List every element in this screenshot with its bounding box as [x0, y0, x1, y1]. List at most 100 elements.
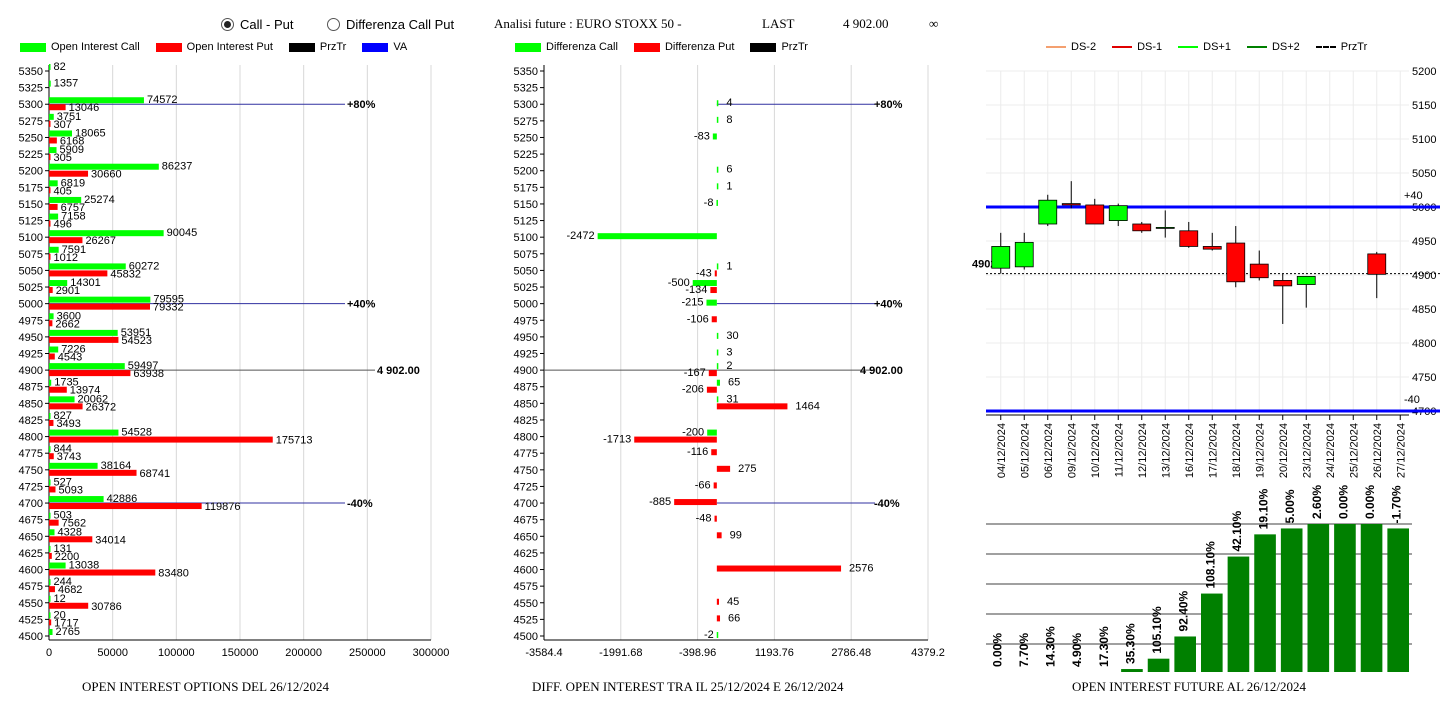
- bar-diff-put-label: 2576: [849, 563, 873, 575]
- bar-diff-call: [706, 299, 717, 306]
- bar-label-call: 20: [54, 609, 66, 621]
- x-tick-label: 26/12/2024: [1372, 423, 1384, 478]
- level-label: -40%: [874, 498, 900, 510]
- x-tick-label: -3584.4: [525, 647, 562, 659]
- y-tick-label: 4850: [19, 398, 43, 410]
- y-tick-label: 5275: [19, 116, 43, 128]
- level-label: 4 902.00: [377, 365, 420, 377]
- bar-label-call: 2765: [56, 626, 80, 638]
- bar-diff-put: [711, 449, 717, 456]
- oi-future-label: 35.30%: [1123, 623, 1137, 664]
- bar-label-put: 4543: [58, 352, 82, 364]
- bar-diff-call-label: 4: [726, 97, 732, 109]
- oi-future-label: 105.10%: [1150, 606, 1164, 654]
- y-tick-label: 4750: [19, 465, 43, 477]
- radio-call-put[interactable]: Call - Put: [221, 17, 293, 32]
- bar-label-put: 496: [54, 219, 72, 231]
- oi-future-bar: [1280, 528, 1303, 672]
- bar-put: [49, 120, 51, 127]
- x-tick-label: 05/12/2024: [1019, 423, 1031, 478]
- bar-diff-call-label: 1: [726, 260, 732, 272]
- oi-future-bar: [1201, 593, 1223, 672]
- y-tick-label: 5200: [19, 166, 43, 178]
- x-tick-label: 0: [46, 647, 52, 659]
- y-tick-label: 5100: [19, 232, 43, 244]
- last-value: 4 902.00: [843, 16, 889, 31]
- y-tick-label: 4925: [19, 349, 43, 361]
- bar-label-call: 844: [54, 443, 72, 455]
- bar-put: [49, 503, 202, 510]
- oi-future-label: -1.70%: [1390, 485, 1404, 523]
- bar-put: [49, 519, 59, 526]
- bar-diff-call-label: -8: [704, 197, 714, 209]
- bar-put: [49, 536, 93, 543]
- y-tick-label: 5000: [19, 299, 43, 311]
- bar-label-put: 405: [54, 185, 72, 197]
- legend-label: DS+1: [1203, 41, 1231, 53]
- level-label: +80%: [874, 99, 903, 111]
- y-tick-label: 5075: [19, 249, 43, 261]
- y-tick-label: 4525: [514, 614, 538, 626]
- bar-label-put: 175713: [276, 435, 313, 447]
- candle-down: [1061, 203, 1081, 206]
- bar-label-call: 53951: [121, 327, 152, 339]
- bar-label-call: 5909: [60, 144, 84, 156]
- y-tick-label: 5175: [514, 182, 538, 194]
- bar-label-call: 18065: [75, 127, 106, 139]
- y-tick-label: 4700: [19, 498, 43, 510]
- y-tick-label: 4800: [1412, 338, 1436, 350]
- y-tick-label: 5000: [514, 299, 538, 311]
- x-tick-label: -398.96: [679, 647, 716, 659]
- bar-call: [49, 529, 55, 536]
- bar-diff-put: [706, 386, 717, 393]
- bar-diff-call: [716, 100, 719, 107]
- x-tick-label: 19/12/2024: [1254, 423, 1266, 478]
- y-tick-label: 4825: [514, 415, 538, 427]
- x-tick-label: 11/12/2024: [1113, 423, 1125, 477]
- x-tick-label: 1193.76: [755, 647, 794, 659]
- radio-diff-call-put[interactable]: Differenza Call Put: [327, 17, 454, 32]
- bar-label-put: 119876: [205, 501, 241, 513]
- bar-put: [49, 453, 54, 460]
- legend-label: VA: [393, 41, 408, 53]
- x-tick-label: 18/12/2024: [1231, 423, 1243, 478]
- bar-diff-call-label: 6: [726, 164, 732, 176]
- oi-future-bar: [1307, 524, 1330, 672]
- y-tick-label: 5125: [19, 216, 43, 228]
- y-tick-label: 4775: [514, 448, 538, 460]
- bar-diff-call: [716, 199, 718, 206]
- legend-label: PrzTr: [1340, 41, 1368, 53]
- bar-call: [49, 130, 73, 137]
- bar-call: [49, 479, 51, 486]
- x-tick-label: 12/12/2024: [1137, 423, 1149, 478]
- x-tick-label: 23/12/2024: [1301, 423, 1313, 478]
- bar-call: [49, 213, 59, 220]
- bar-label-call: 42886: [107, 493, 138, 505]
- caption-mid: DIFF. OPEN INTEREST TRA IL 25/12/2024 E …: [532, 679, 844, 694]
- level-label: +40%: [874, 299, 903, 311]
- bar-put: [49, 552, 52, 559]
- oi-future-label: 2.60%: [1310, 485, 1324, 519]
- x-tick-label: 10/12/2024: [1090, 423, 1102, 478]
- bar-diff-put-label: -106: [687, 313, 709, 325]
- legend-item-prztr: PrzTr: [1315, 41, 1368, 53]
- bar-label-call: 4328: [58, 526, 82, 538]
- bar-label-call: 7226: [61, 344, 85, 356]
- bar-put: [49, 403, 83, 410]
- y-tick-label: 4800: [514, 432, 538, 444]
- y-tick-label: 5075: [514, 249, 538, 261]
- bar-call: [49, 379, 52, 386]
- x-tick-label: 04/12/2024: [996, 423, 1008, 478]
- y-tick-label: 4850: [1412, 304, 1436, 316]
- x-tick-label: 24/12/2024: [1325, 423, 1337, 478]
- y-tick-label: 5325: [514, 83, 538, 95]
- candle-down: [1179, 230, 1199, 247]
- bar-call: [49, 163, 159, 170]
- bar-call: [49, 512, 51, 519]
- bar-diff-put-label: -885: [649, 496, 671, 508]
- bar-diff-call-label: 30: [726, 330, 738, 342]
- bar-call: [49, 595, 51, 602]
- bar-call: [49, 545, 51, 552]
- bar-label-call: 1357: [54, 78, 78, 90]
- bar-label-call: 7591: [62, 244, 86, 256]
